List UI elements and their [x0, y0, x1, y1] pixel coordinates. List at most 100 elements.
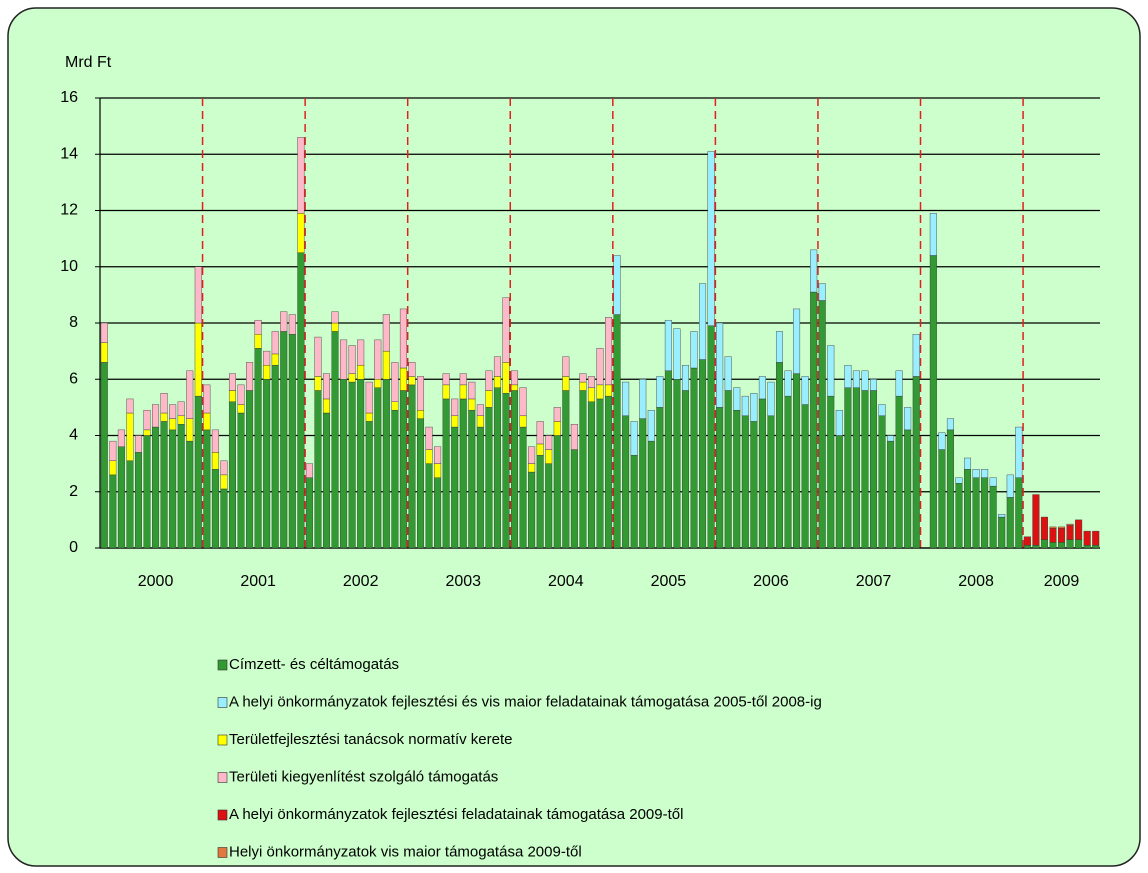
bar-segment — [493, 387, 501, 549]
bar-segment — [297, 213, 305, 253]
bar-segment — [750, 393, 758, 422]
bar-segment — [605, 395, 613, 549]
bar-segment — [126, 460, 134, 549]
bar-segment — [656, 376, 664, 408]
bar-segment — [553, 421, 561, 436]
bar-segment — [468, 398, 476, 411]
bar-segment — [998, 516, 1006, 549]
bar-segment — [596, 348, 604, 386]
bar-segment — [852, 370, 860, 388]
bar-segment — [1032, 544, 1040, 549]
bar-segment — [596, 384, 604, 400]
bar-segment — [100, 362, 108, 549]
bar-segment — [545, 435, 553, 450]
bar-segment — [177, 424, 185, 549]
bar-segment — [100, 322, 108, 343]
y-tick-label: 4 — [69, 427, 78, 444]
bar-segment — [365, 421, 373, 549]
bar-segment — [152, 426, 160, 549]
bar-segment — [1023, 536, 1031, 546]
bar-segment — [887, 440, 895, 549]
bar-segment — [485, 407, 493, 549]
bar-segment — [870, 390, 878, 549]
bar-segment — [784, 395, 792, 549]
bar-segment — [254, 319, 262, 335]
bar-segment — [716, 322, 724, 408]
legend-label: Helyi önkormányzatok vis maior támogatás… — [229, 843, 582, 860]
bar-segment — [639, 418, 647, 549]
bar-segment — [476, 415, 484, 428]
bar-segment — [434, 446, 442, 464]
bar-segment — [322, 412, 330, 549]
bar-segment — [989, 485, 997, 549]
bar-segment — [211, 452, 219, 470]
bar-segment — [904, 407, 912, 431]
bar-segment — [536, 443, 544, 456]
bar-segment — [502, 393, 510, 549]
bar-segment — [929, 255, 937, 549]
bar-segment — [297, 252, 305, 549]
bar-segment — [673, 379, 681, 549]
bar-segment — [519, 415, 527, 428]
bar-segment — [630, 421, 638, 456]
bar-segment — [263, 350, 271, 366]
bar-segment — [1066, 539, 1074, 549]
bar-segment — [861, 370, 869, 391]
legend-swatch — [217, 809, 228, 821]
bar-segment — [374, 339, 382, 380]
bar-segment — [408, 362, 416, 377]
bar-segment — [263, 379, 271, 549]
bar-segment — [613, 314, 621, 549]
bar-segment — [835, 409, 843, 436]
bar-segment — [562, 390, 570, 549]
bar-segment — [1049, 542, 1057, 549]
bar-segment — [630, 454, 638, 549]
x-tick-label: 2009 — [1044, 573, 1080, 590]
bar-segment — [314, 390, 322, 549]
x-tick-label: 2001 — [240, 573, 276, 590]
bar-segment — [553, 407, 561, 422]
bar-segment — [451, 426, 459, 549]
bar-segment — [374, 387, 382, 549]
bar-segment — [570, 424, 578, 450]
bar-segment — [348, 381, 356, 549]
bar-segment — [417, 376, 425, 411]
bar-segment — [305, 477, 313, 549]
bar-segment — [417, 418, 425, 549]
legend-swatch — [217, 734, 228, 746]
bar-segment — [810, 249, 818, 293]
bar-segment — [587, 401, 595, 549]
bar-segment — [271, 364, 279, 549]
bar-segment — [109, 440, 117, 462]
bar-segment — [169, 418, 177, 431]
bar-segment — [938, 449, 946, 549]
bar-segment — [579, 390, 587, 549]
bar-segment — [169, 429, 177, 549]
bar-segment — [493, 376, 501, 388]
bar-segment — [271, 331, 279, 355]
bar-segment — [399, 367, 407, 391]
bar-segment — [425, 449, 433, 464]
bar-segment — [340, 339, 348, 380]
bar-segment — [434, 463, 442, 478]
x-tick-label: 2000 — [138, 573, 174, 590]
bar-segment — [724, 356, 732, 391]
bar-segment — [647, 440, 655, 549]
bar-segment — [117, 446, 125, 549]
bar-segment — [613, 255, 621, 315]
bar-segment — [605, 384, 613, 397]
bar-segment — [536, 421, 544, 445]
bar-segment — [929, 213, 937, 256]
bar-segment — [246, 390, 254, 549]
bar-segment — [673, 328, 681, 380]
bar-segment — [186, 370, 194, 419]
bar-segment — [502, 297, 510, 363]
bar-segment — [707, 325, 715, 549]
bar-segment — [724, 390, 732, 549]
legend-label: A helyi önkormányzatok fejlesztési és vi… — [229, 693, 822, 710]
bar-segment — [844, 387, 852, 549]
bar-segment — [220, 488, 228, 549]
bar-segment — [425, 463, 433, 549]
bar-segment — [818, 300, 826, 549]
